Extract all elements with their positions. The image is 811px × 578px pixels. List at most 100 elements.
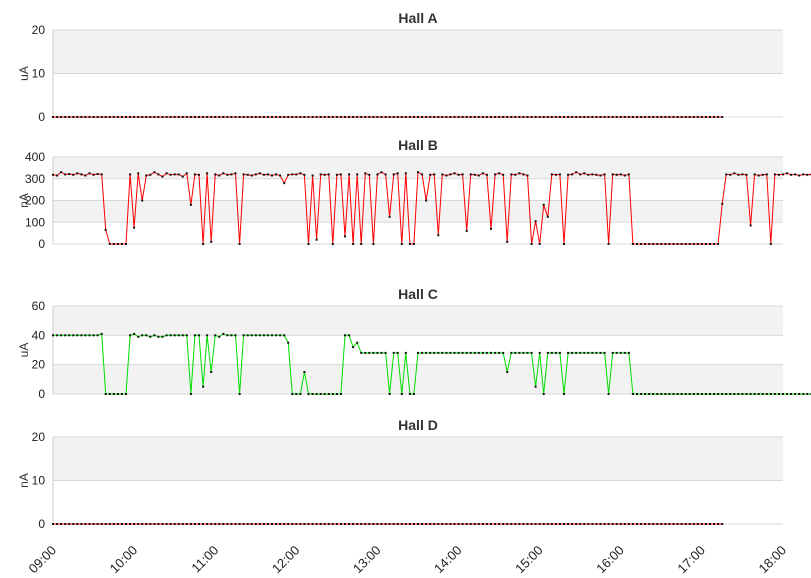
data-point (644, 393, 647, 395)
data-point (404, 351, 407, 354)
data-point (271, 523, 273, 525)
data-point (149, 335, 152, 338)
data-point (664, 523, 667, 525)
data-point (636, 243, 638, 245)
data-point (129, 334, 132, 337)
data-point (169, 173, 172, 176)
data-point (514, 116, 517, 118)
data-point (473, 173, 476, 176)
data-point (648, 393, 651, 395)
data-point (307, 116, 310, 118)
data-point (368, 523, 371, 525)
data-point (567, 116, 570, 118)
data-point (522, 173, 525, 176)
data-point (417, 116, 419, 118)
data-point (210, 240, 213, 243)
data-point (315, 523, 318, 525)
x-tick-label: 09:00 (26, 543, 60, 577)
data-point (315, 393, 318, 395)
data-point (794, 173, 797, 176)
data-point (725, 393, 728, 395)
data-point (550, 351, 553, 354)
data-point (749, 393, 752, 395)
data-point (116, 116, 119, 118)
data-point (275, 116, 278, 118)
data-point (623, 351, 626, 354)
data-point (498, 523, 501, 525)
data-point (696, 243, 699, 245)
data-point (737, 173, 740, 176)
data-point (453, 523, 456, 525)
data-point (299, 393, 302, 395)
data-point (408, 523, 411, 525)
data-point (567, 173, 570, 176)
data-point (571, 351, 574, 354)
data-point (84, 523, 87, 525)
data-point (465, 523, 468, 525)
data-point (603, 523, 606, 525)
data-point (623, 116, 626, 118)
data-point (522, 523, 525, 525)
data-point (295, 116, 298, 118)
data-point (169, 334, 172, 337)
data-point (408, 393, 411, 395)
data-point (745, 173, 748, 176)
data-point (510, 523, 513, 525)
data-point (96, 334, 99, 337)
data-point (129, 116, 132, 118)
data-point (761, 173, 764, 176)
data-point (498, 116, 501, 118)
data-point (749, 224, 752, 227)
data-point (412, 393, 415, 395)
data-point (599, 174, 602, 177)
data-point (120, 243, 123, 245)
data-point (449, 523, 452, 525)
data-point (193, 116, 196, 118)
data-point (222, 523, 225, 525)
data-point (412, 243, 415, 245)
data-point (283, 116, 286, 118)
data-point (644, 243, 647, 245)
data-point (242, 334, 245, 337)
data-point (189, 203, 192, 206)
data-point (660, 243, 663, 245)
data-point (400, 116, 403, 118)
data-point (591, 351, 594, 354)
data-point (490, 227, 492, 230)
data-point (258, 172, 261, 175)
data-point (80, 334, 83, 337)
data-point (226, 173, 229, 176)
data-point (356, 523, 359, 525)
data-point (445, 351, 448, 354)
data-point (514, 173, 517, 176)
data-point (181, 116, 184, 118)
data-point (550, 173, 553, 176)
data-point (481, 116, 484, 118)
data-point (64, 334, 67, 337)
data-point (181, 334, 184, 337)
data-point (339, 173, 342, 176)
data-point (206, 334, 209, 337)
data-point (636, 116, 638, 118)
data-point (603, 351, 606, 354)
data-point (404, 172, 407, 175)
data-point (607, 243, 610, 245)
data-point (376, 173, 379, 176)
data-point (554, 116, 557, 118)
data-point (563, 523, 565, 525)
data-point (786, 393, 789, 395)
data-point (125, 243, 127, 245)
x-tick-label: 16:00 (593, 543, 627, 577)
data-point (88, 334, 91, 337)
data-point (246, 116, 249, 118)
data-point (165, 116, 168, 118)
data-point (193, 334, 196, 337)
data-point (141, 199, 144, 202)
data-point (92, 334, 95, 337)
data-point (262, 334, 265, 337)
data-point (445, 523, 448, 525)
data-point (80, 173, 83, 176)
data-point (185, 523, 188, 525)
data-point (668, 243, 671, 245)
